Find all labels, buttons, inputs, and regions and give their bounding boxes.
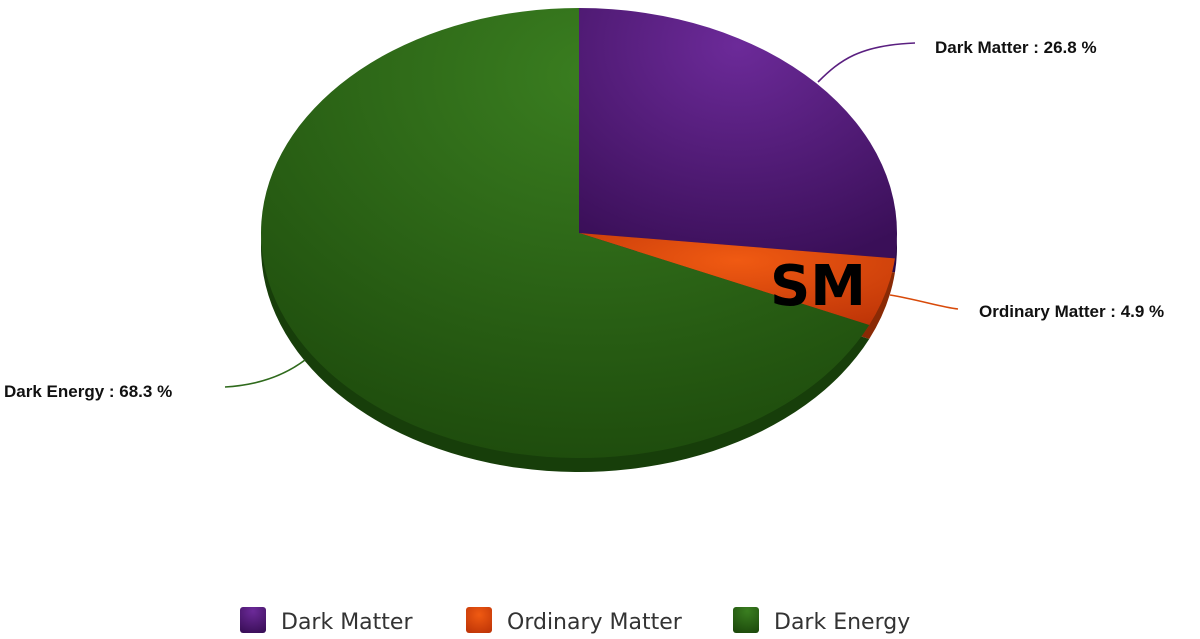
legend-label-ordinary-matter: Ordinary Matter bbox=[507, 610, 683, 635]
legend-swatch-dark-energy bbox=[733, 607, 759, 633]
legend-item-dark-energy[interactable]: Dark Energy bbox=[733, 607, 910, 635]
legend-item-dark-matter[interactable]: Dark Matter bbox=[240, 607, 413, 635]
slice-labels: Dark Matter : 26.8 % Ordinary Matter : 4.… bbox=[4, 38, 1164, 401]
legend-label-dark-matter: Dark Matter bbox=[281, 610, 413, 635]
legend-item-ordinary-matter[interactable]: Ordinary Matter bbox=[466, 607, 683, 635]
connector-dark-matter bbox=[817, 42, 916, 83]
legend: Dark Matter Ordinary Matter Dark Energy bbox=[240, 607, 910, 635]
legend-label-dark-energy: Dark Energy bbox=[774, 610, 910, 635]
slice-label-dark-matter: Dark Matter : 26.8 % bbox=[935, 38, 1097, 57]
pie-slices bbox=[260, 8, 897, 458]
slice-label-ordinary-matter: Ordinary Matter : 4.9 % bbox=[979, 302, 1164, 321]
pie-slice-dark-energy[interactable] bbox=[260, 8, 870, 458]
watermark-text: SM bbox=[770, 254, 866, 319]
pie-slice-dark-matter[interactable] bbox=[579, 8, 897, 259]
legend-swatch-ordinary-matter bbox=[466, 607, 492, 633]
connector-ordinary-matter bbox=[889, 294, 959, 310]
connector-dark-energy bbox=[224, 359, 306, 388]
slice-label-dark-energy: Dark Energy : 68.3 % bbox=[4, 382, 172, 401]
pie-slice-ordinary-matter[interactable] bbox=[579, 233, 895, 325]
legend-swatch-dark-matter bbox=[240, 607, 266, 633]
